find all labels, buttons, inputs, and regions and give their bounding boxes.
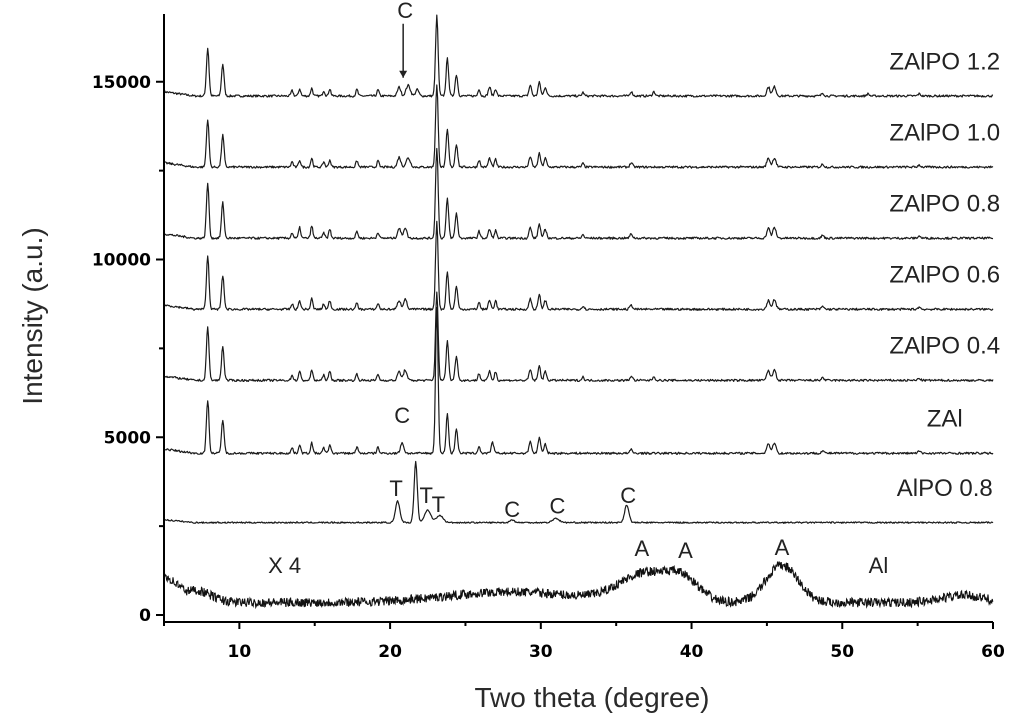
series-line-al — [163, 561, 994, 610]
annotation-label: C — [394, 403, 410, 428]
arrow-head — [399, 70, 408, 78]
annotation-label: X 4 — [268, 553, 301, 578]
annotation-label: A — [678, 538, 693, 563]
x-tick-label: 30 — [529, 642, 553, 662]
y-tick-label: 5000 — [104, 428, 151, 448]
x-tick-label: 20 — [378, 642, 402, 662]
x-axis-title: Two theta (degree) — [474, 682, 709, 713]
annotation-label: C — [549, 494, 565, 519]
annotation-label: T — [432, 492, 445, 517]
annotation-label: A — [775, 535, 790, 560]
y-tick-label: 0 — [139, 606, 151, 626]
series-label: ZAlPO 1.0 — [889, 119, 1000, 146]
series-line-alpo-0-8 — [164, 460, 994, 524]
series-line-zalpo-1-0 — [163, 84, 994, 169]
series-line-zalpo-0-6 — [163, 220, 994, 311]
annotation-label: T — [420, 483, 433, 508]
series-label: ZAl — [927, 406, 963, 433]
series-line-zalpo-0-4 — [163, 291, 994, 382]
annotation-label: T — [389, 476, 402, 501]
series-line-zalpo-0-8 — [164, 147, 994, 240]
annotation-label: Al — [869, 553, 889, 578]
annotation-label: C — [504, 497, 520, 522]
x-tick-label: 10 — [228, 642, 252, 662]
series-label: AlPO 0.8 — [897, 475, 993, 502]
plot-area — [163, 14, 994, 610]
series-line-zalpo-1-2 — [163, 14, 994, 98]
series-label: ZAlPO 0.4 — [889, 333, 1000, 360]
annotation-label: C — [620, 483, 636, 508]
axes: 10 20 30 40 50 60 0 5000 10000 15000 — [92, 14, 1005, 662]
x-tick-label: 40 — [680, 642, 704, 662]
annotation-label: C — [397, 0, 413, 23]
series-labels: ZAlPO 1.2 ZAlPO 1.0 ZAlPO 0.8 ZAlPO 0.6 ZAlP… — [889, 48, 1000, 502]
y-axis-title: Intensity (a.u.) — [17, 227, 48, 404]
x-tick-label: 50 — [830, 642, 854, 662]
y-tick-label: 10000 — [92, 251, 151, 271]
peak-annotations: CCT TT C C CA A AX 4 Al — [268, 0, 888, 578]
y-tick-label: 15000 — [92, 73, 151, 93]
series-label: ZAlPO 1.2 — [889, 48, 1000, 75]
annotation-label: A — [634, 536, 649, 561]
x-tick-label: 60 — [981, 642, 1005, 662]
series-label: ZAlPO 0.6 — [889, 262, 1000, 289]
series-line-zal — [163, 306, 994, 455]
series-label: ZAlPO 0.8 — [889, 191, 1000, 218]
